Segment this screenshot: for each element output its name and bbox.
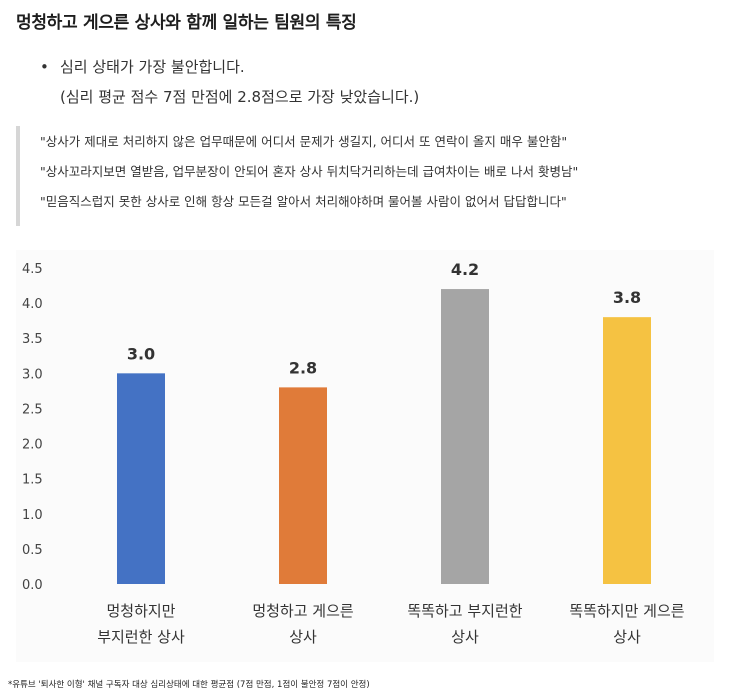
data-label-2: 2.8 xyxy=(289,358,317,377)
x-tick-label: 상사 xyxy=(289,628,317,646)
bullet-dot-icon: • xyxy=(40,58,49,76)
data-label-1: 3.0 xyxy=(127,344,155,363)
x-tick-label: 멍청하고 게으른 xyxy=(252,602,354,620)
y-tick-label: 0.5 xyxy=(22,543,43,558)
x-tick-label: 상사 xyxy=(451,628,479,646)
y-tick-label: 3.0 xyxy=(22,367,43,382)
quote-line-3: "믿음직스럽지 못한 상사로 인해 항상 모든걸 알아서 처리해야하며 물어볼 … xyxy=(40,194,567,209)
y-tick-label: 0.0 xyxy=(22,578,43,593)
x-tick-label: 똑똑하지만 게으른 xyxy=(569,602,684,620)
x-tick-label: 똑똑하고 부지런한 xyxy=(407,602,522,620)
quote-block: "상사가 제대로 처리하지 않은 업무때문에 어디서 문제가 생길지, 어디서 … xyxy=(16,126,706,226)
bullet-list: • 심리 상태가 가장 불안합니다. (심리 평균 점수 7점 만점에 2.8점… xyxy=(40,56,419,110)
y-tick-label: 1.0 xyxy=(22,508,43,523)
x-tick-label: 부지런한 상사 xyxy=(97,628,185,646)
y-tick-label: 4.0 xyxy=(22,297,43,312)
bullet-item: • 심리 상태가 가장 불안합니다. xyxy=(40,56,419,80)
x-tick-label: 멍청하지만 xyxy=(106,602,175,620)
data-label-3: 4.2 xyxy=(451,260,479,279)
x-tick-label: 상사 xyxy=(613,628,641,646)
bar-1 xyxy=(117,373,165,584)
quote-line-1: "상사가 제대로 처리하지 않은 업무때문에 어디서 문제가 생길지, 어디서 … xyxy=(40,134,568,149)
bar-4 xyxy=(603,317,651,584)
page-title: 멍청하고 게으른 상사와 함께 일하는 팀원의 특징 xyxy=(16,13,357,33)
y-tick-label: 2.5 xyxy=(22,402,43,417)
quote-line-2: "상사꼬라지보면 열받음, 업무분장이 안되어 혼자 상사 뒤치닥거리하는데 급… xyxy=(40,164,579,179)
bullet-subtext: (심리 평균 점수 7점 만점에 2.8점으로 가장 낮았습니다.) xyxy=(60,88,420,106)
bar-3 xyxy=(441,289,489,584)
bar-2 xyxy=(279,387,327,584)
y-tick-label: 1.5 xyxy=(22,473,43,488)
data-label-4: 3.8 xyxy=(613,288,641,307)
y-tick-label: 3.5 xyxy=(22,332,43,347)
y-tick-label: 4.5 xyxy=(22,262,43,277)
bullet-text: 심리 상태가 가장 불안합니다. xyxy=(60,58,245,76)
footnote: *유튜브 '퇴사한 이형' 채널 구독자 대상 심리상태에 대한 평균점 (7점… xyxy=(8,680,370,690)
bar-chart: 0.0 0.5 1.0 1.5 2.0 2.5 3.0 3.5 4.0 4.5 3.0 멍청하지만부지… xyxy=(16,250,714,662)
y-tick-label: 2.0 xyxy=(22,438,43,453)
